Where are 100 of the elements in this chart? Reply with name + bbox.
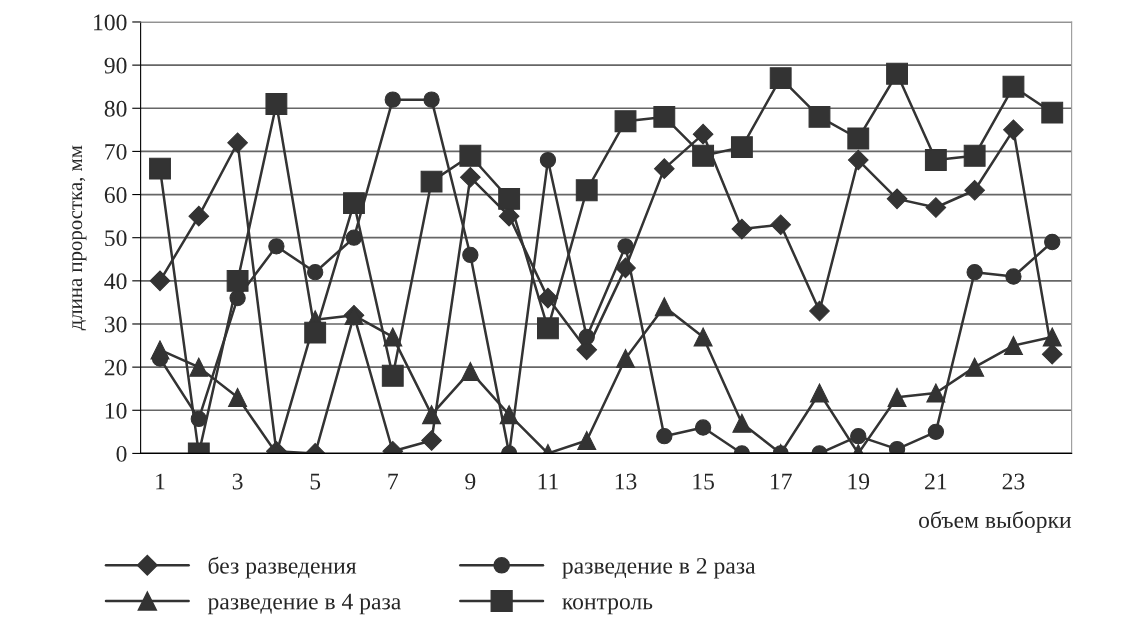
point [459, 144, 482, 167]
point [1005, 268, 1022, 285]
point [384, 91, 401, 108]
y-tick-label: 80 [104, 100, 127, 117]
x-tick-label: 11 [538, 473, 558, 490]
point [1002, 75, 1025, 98]
y-tick-label: 10 [105, 402, 127, 419]
y-tick-label: 40 [104, 273, 127, 290]
point [265, 93, 288, 115]
y-tick-label: 70 [105, 143, 127, 160]
point [460, 361, 480, 381]
point [422, 405, 442, 425]
y-tick-label: 90 [104, 57, 127, 74]
point [537, 287, 559, 309]
point [615, 348, 636, 369]
point [927, 423, 945, 440]
point [226, 269, 249, 292]
y-tick-label: 60 [104, 187, 127, 203]
point [965, 357, 985, 377]
y-tick-label: 20 [104, 359, 127, 376]
x-tick-label: 5 [310, 473, 321, 490]
point [149, 270, 171, 292]
x-tick-label: 3 [232, 473, 243, 490]
point [966, 264, 983, 281]
point [539, 151, 557, 169]
legend-label: разведение в 4 раза [207, 593, 401, 615]
point [227, 132, 248, 154]
point [654, 297, 674, 317]
legend-label: контроль [562, 598, 653, 615]
x-tick-label: 17 [770, 473, 792, 490]
point [732, 413, 752, 433]
point [1003, 336, 1023, 356]
y-tick-label: 100 [94, 14, 127, 31]
point [1041, 343, 1063, 365]
point [423, 91, 440, 108]
point [460, 166, 481, 188]
point [653, 105, 676, 128]
x-tick-label: 9 [465, 473, 476, 490]
point [1042, 327, 1062, 347]
point [886, 188, 908, 210]
y-tick-label: 50 [105, 230, 127, 247]
point [887, 387, 907, 407]
point [381, 364, 404, 387]
point [307, 264, 324, 281]
point [1041, 101, 1064, 124]
y-tick-label: 30 [104, 316, 127, 333]
point [886, 62, 908, 85]
point [926, 383, 946, 403]
x-tick-label: 19 [848, 473, 870, 490]
point [730, 136, 753, 159]
x-tick-label: 15 [693, 473, 714, 490]
point [149, 157, 171, 180]
point [188, 205, 210, 227]
point [578, 328, 595, 346]
point [653, 158, 675, 180]
legend-label: разведение в 2 раза [562, 557, 756, 579]
point [809, 300, 830, 322]
legend-label: без разведения [208, 556, 357, 579]
point [731, 218, 753, 240]
point [1044, 233, 1061, 251]
point [963, 144, 986, 167]
point [847, 149, 869, 171]
point [268, 238, 285, 255]
point [693, 327, 713, 347]
y-tick-label: 0 [116, 445, 127, 462]
x-tick-label: 21 [925, 473, 947, 490]
point [1003, 119, 1024, 141]
point [692, 123, 714, 145]
x-axis-title: объем выборки [919, 510, 1072, 533]
point [343, 192, 365, 215]
x-tick-label: 13 [615, 473, 637, 490]
x-tick-label: 1 [156, 473, 165, 490]
point [692, 144, 715, 167]
point [304, 321, 327, 344]
point [847, 127, 870, 150]
point [498, 187, 521, 210]
point [189, 357, 209, 377]
point [420, 170, 443, 193]
point [499, 405, 519, 425]
point [769, 67, 792, 89]
point [809, 383, 830, 403]
point [228, 387, 248, 407]
point [770, 214, 792, 236]
point [808, 105, 831, 128]
point [575, 179, 598, 202]
point [421, 430, 442, 451]
point [150, 340, 170, 360]
point [656, 428, 673, 445]
x-tick-label: 7 [388, 473, 398, 490]
point [925, 197, 947, 218]
point [924, 149, 947, 171]
point [850, 428, 867, 445]
y-axis-title: длина проростка, мм [72, 145, 87, 331]
point [694, 419, 712, 436]
point [577, 430, 597, 451]
point [964, 179, 985, 201]
point [537, 317, 559, 340]
point [614, 110, 637, 133]
point [345, 229, 363, 246]
point [617, 238, 634, 255]
